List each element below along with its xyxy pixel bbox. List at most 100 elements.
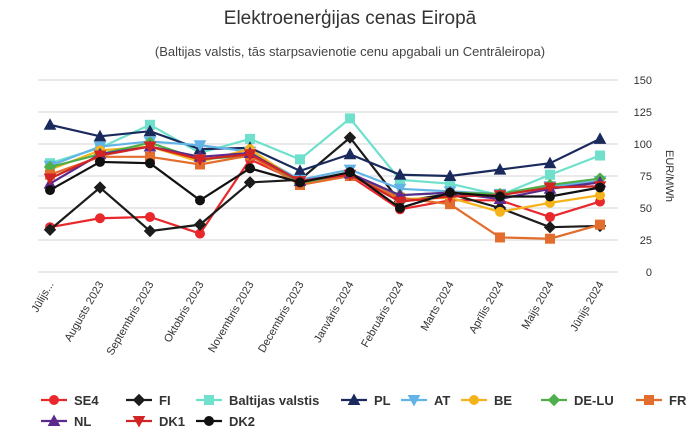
data-point-pl[interactable] — [143, 124, 157, 137]
legend-item-dk1[interactable]: DK1 — [125, 413, 185, 429]
data-point-dk2[interactable] — [445, 187, 455, 198]
y-tick-label: 75 — [640, 171, 652, 183]
legend-label: SE4 — [74, 392, 99, 408]
data-point-fr[interactable] — [545, 233, 555, 244]
data-point-dk1[interactable] — [43, 173, 57, 186]
data-point-be[interactable] — [495, 206, 505, 217]
data-point-dk1[interactable] — [243, 149, 257, 161]
legend-label: DK2 — [229, 413, 256, 429]
legend-marker — [47, 414, 61, 426]
x-tick-label: Augusts 2023 — [63, 280, 107, 344]
data-point-baltijas-valstis[interactable] — [595, 150, 605, 161]
data-point-fi[interactable] — [93, 181, 107, 194]
series-dk2 — [45, 156, 605, 213]
series-line-pl — [49, 123, 601, 178]
legend-item-fr[interactable]: FR — [635, 392, 686, 408]
legend-marker — [132, 416, 146, 428]
legend-marker — [204, 416, 214, 426]
data-point-dk2[interactable] — [545, 191, 555, 202]
legend-marker — [644, 395, 654, 405]
data-point-fr[interactable] — [495, 232, 505, 243]
data-point-baltijas-valstis[interactable] — [295, 154, 305, 165]
data-point-dk2[interactable] — [95, 156, 105, 167]
legend-swatch — [41, 414, 67, 426]
legend-label: DK1 — [159, 413, 186, 429]
legend-item-at[interactable]: AT — [400, 392, 450, 408]
data-point-pl[interactable] — [93, 129, 107, 142]
chart-subtitle: (Baltijas valstis, tās starpsavienotie c… — [154, 44, 546, 59]
y-tick-label: 125 — [634, 107, 652, 119]
legend-item-nl[interactable]: NL — [40, 413, 91, 429]
legend-swatch — [41, 395, 67, 405]
legend-label: BE — [494, 392, 513, 408]
series-line-de-lu — [49, 141, 601, 197]
data-point-fi[interactable] — [43, 223, 57, 236]
legend-swatch — [636, 395, 662, 405]
data-point-dk1[interactable] — [393, 196, 407, 209]
x-tick-label: Jūnijs 2024 — [568, 280, 606, 334]
legend-item-dk2[interactable]: DK2 — [195, 413, 255, 429]
data-point-pl[interactable] — [543, 156, 557, 169]
series-pl — [43, 118, 607, 181]
data-point-fi[interactable] — [543, 220, 557, 234]
x-tick-label: Novembris 2023 — [206, 280, 256, 355]
x-tick-label: Janvāris 2024 — [312, 280, 357, 345]
data-point-se4[interactable] — [95, 213, 105, 224]
data-point-pl[interactable] — [593, 132, 607, 144]
data-point-dk1[interactable] — [543, 182, 557, 195]
data-point-dk1[interactable] — [93, 150, 107, 163]
legend-item-de-lu[interactable]: DE-LU — [540, 392, 614, 408]
data-point-fi[interactable] — [343, 131, 357, 144]
legend-marker — [407, 395, 421, 407]
legend-marker — [347, 393, 361, 405]
data-point-dk2[interactable] — [495, 191, 505, 202]
legend-marker — [49, 395, 59, 405]
series-line-fr — [49, 154, 601, 240]
series-line-dk2 — [49, 160, 601, 210]
x-tick-label: Marts 2024 — [419, 280, 457, 334]
data-point-pl[interactable] — [43, 118, 57, 130]
data-point-pl[interactable] — [443, 169, 457, 181]
data-point-pl[interactable] — [343, 147, 357, 160]
data-point-dk2[interactable] — [145, 158, 155, 169]
data-point-fi[interactable] — [143, 224, 157, 238]
legend-marker — [547, 393, 561, 407]
data-point-baltijas-valstis[interactable] — [545, 169, 555, 180]
legend-label: NL — [74, 413, 92, 429]
legend-swatch — [401, 395, 427, 407]
legend-swatch — [541, 393, 567, 407]
data-point-dk1[interactable] — [193, 154, 207, 166]
data-point-pl[interactable] — [393, 168, 407, 180]
data-point-dk1[interactable] — [143, 141, 157, 154]
legend-swatch — [126, 393, 152, 407]
legend-swatch — [196, 395, 222, 405]
data-point-dk2[interactable] — [195, 195, 205, 206]
y-tick-label: 50 — [640, 203, 652, 215]
data-point-dk2[interactable] — [595, 182, 605, 193]
legend-item-pl[interactable]: PL — [340, 392, 391, 408]
data-point-fr[interactable] — [595, 219, 605, 230]
data-point-fi[interactable] — [193, 218, 207, 231]
data-point-baltijas-valstis[interactable] — [345, 113, 355, 124]
data-point-dk2[interactable] — [245, 163, 255, 174]
x-tick-label: Jūlijs... — [29, 280, 56, 315]
data-point-se4[interactable] — [545, 211, 555, 222]
x-tick-label: Maijs 2024 — [520, 280, 557, 332]
legend-item-fi[interactable]: FI — [125, 392, 171, 408]
legend-marker — [204, 395, 214, 405]
data-point-pl[interactable] — [493, 163, 507, 175]
legend-marker — [132, 393, 146, 407]
data-point-se4[interactable] — [145, 211, 155, 222]
legend-label: FR — [669, 392, 687, 408]
data-point-dk2[interactable] — [45, 185, 55, 196]
legend-item-baltijas-valstis[interactable]: Baltijas valstis — [195, 392, 319, 408]
legend-item-be[interactable]: BE — [460, 392, 512, 408]
legend-item-se4[interactable]: SE4 — [40, 392, 99, 408]
legend-swatch — [196, 416, 222, 426]
data-point-dk2[interactable] — [395, 203, 405, 213]
data-point-dk2[interactable] — [295, 177, 305, 188]
data-point-fi[interactable] — [243, 176, 257, 189]
data-point-at[interactable] — [193, 140, 207, 152]
data-point-dk2[interactable] — [345, 167, 355, 178]
chart-title: Elektroenerģijas cenas Eiropā — [223, 8, 477, 29]
